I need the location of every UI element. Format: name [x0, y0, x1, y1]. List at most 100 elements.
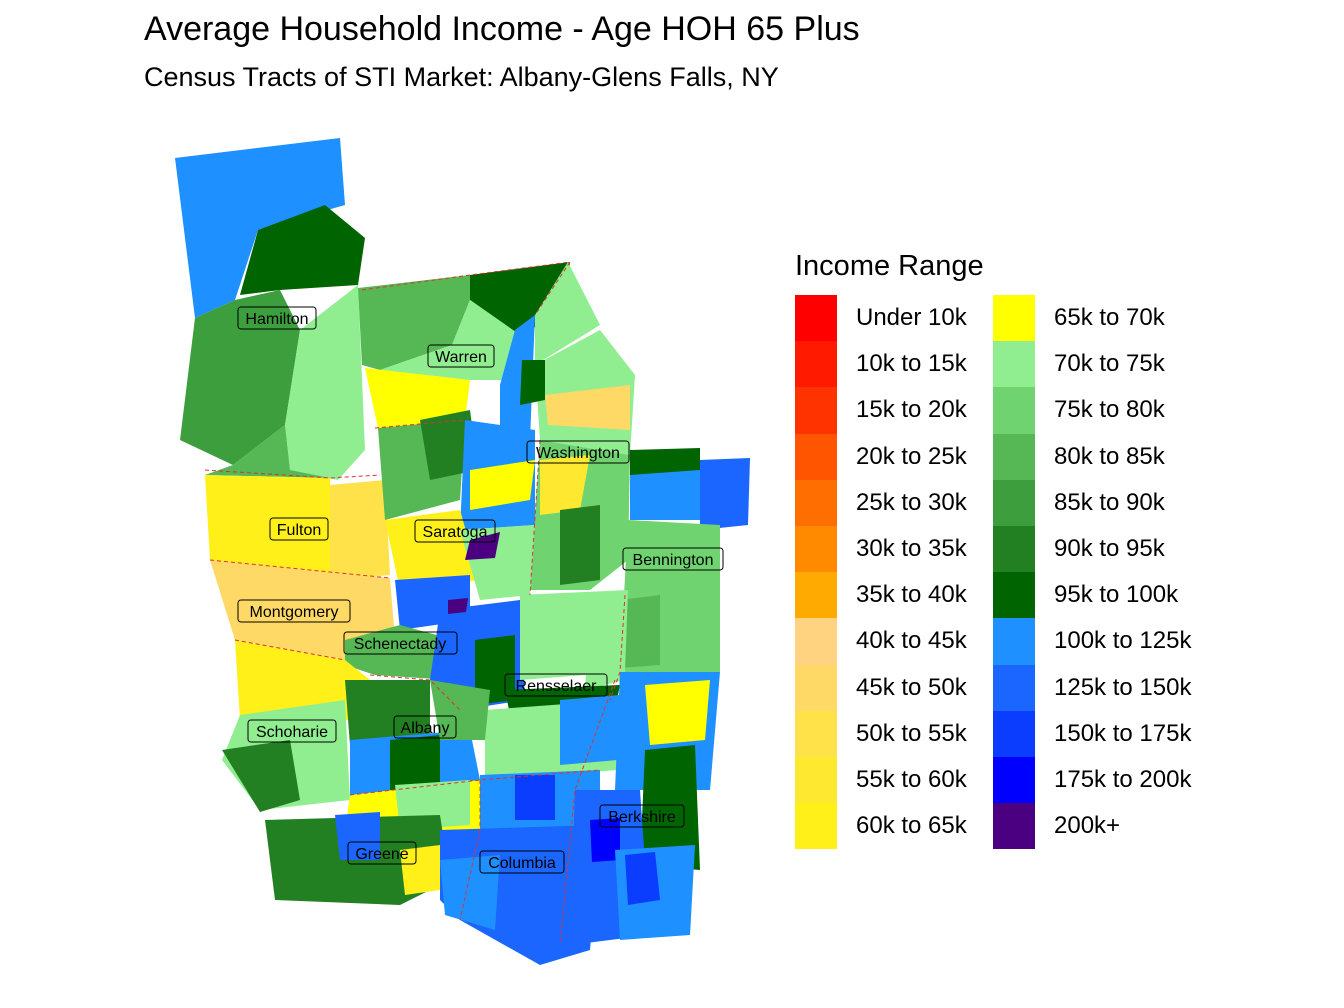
tract-washington-yellow — [545, 385, 630, 430]
legend-label: 125k to 150k — [1054, 673, 1192, 701]
tract-greene-yellow — [400, 845, 440, 895]
legend-label: 175k to 200k — [1054, 765, 1192, 793]
tract-washington-green-south — [560, 505, 600, 585]
tract-hamilton-west — [180, 290, 300, 465]
legend-label: 150k to 175k — [1054, 719, 1192, 747]
legend-title: Income Range — [795, 250, 984, 282]
county-name: Bennington — [633, 552, 714, 569]
legend-label: 75k to 80k — [1054, 396, 1165, 424]
county-label-schoharie: Schoharie — [247, 719, 337, 743]
legend-swatch — [993, 387, 1035, 434]
legend-swatch — [795, 664, 837, 711]
county-label-saratoga: Saratoga — [414, 519, 496, 543]
legend-item: 40k to 45k — [795, 618, 993, 665]
legend-item: 45k to 50k — [795, 664, 993, 711]
tract-warren-center — [380, 300, 520, 380]
county-label-warren: Warren — [427, 344, 495, 368]
boundary-greene-columbia — [459, 780, 481, 921]
county-label-hamilton: Hamilton — [237, 306, 317, 330]
legend-item: 95k to 100k — [993, 572, 1191, 619]
tract-capital-purple — [448, 598, 468, 614]
legend-label: 35k to 40k — [856, 581, 967, 609]
legend-swatch — [795, 572, 837, 619]
legend-item: 70k to 75k — [993, 341, 1191, 388]
legend-label: 10k to 15k — [856, 350, 967, 378]
tract-albany-west — [345, 680, 430, 745]
legend-item: 65k to 70k — [993, 295, 1191, 342]
legend-item: 50k to 55k — [795, 710, 993, 757]
legend-column: Under 10k 10k to 15k 15k to 20k 20k to 25k 2… — [795, 295, 993, 850]
county-labels: Hamilton Warren Washington Fulton Sarato… — [237, 306, 724, 874]
tract-warren-east — [500, 315, 535, 440]
legend-label: 50k to 55k — [856, 719, 967, 747]
legend-item: 30k to 35k — [795, 525, 993, 573]
tract-bennington-green — [620, 595, 660, 668]
tract-columbia-blue — [515, 775, 555, 820]
legend-swatch — [993, 479, 1035, 526]
tract-hamilton-north — [175, 138, 345, 318]
legend-swatch — [993, 433, 1035, 480]
tract-albany-east — [430, 680, 490, 740]
legend-item: 35k to 40k — [795, 572, 993, 619]
legend-label: 80k to 85k — [1054, 442, 1165, 470]
legend-item: 150k to 175k — [993, 710, 1192, 757]
tract-montgomery — [210, 560, 395, 660]
county-boundaries — [204, 261, 626, 946]
legend-swatch — [993, 664, 1035, 711]
legend-label: 45k to 50k — [856, 673, 967, 701]
legend: Income Range Under 10k 10k to 15k 15k to 2… — [795, 250, 1192, 850]
legend-label: 90k to 95k — [1054, 535, 1165, 563]
boundary-albany-greene — [349, 769, 601, 796]
legend-column: 65k to 70k 70k to 75k 75k to 80k 80k to 85k… — [993, 295, 1192, 850]
legend-item: 10k to 15k — [795, 341, 993, 388]
map-title: Average Household Income - Age HOH 65 Pl… — [144, 10, 860, 48]
legend-item: 175k to 200k — [993, 756, 1192, 804]
legend-item: 125k to 150k — [993, 664, 1192, 711]
county-name: Greene — [355, 846, 408, 863]
tract-greene-blue — [335, 812, 380, 860]
boundary-saratoga-washington — [529, 439, 541, 596]
legend-swatch — [795, 341, 837, 388]
legend-swatch — [993, 341, 1035, 388]
county-label-schenectady: Schenectady — [343, 631, 458, 655]
legend-swatch — [795, 387, 837, 434]
legend-item: 200k+ — [993, 803, 1191, 850]
legend-label: Under 10k — [856, 304, 967, 332]
legend-label: 65k to 70k — [1054, 304, 1165, 332]
legend-label: 95k to 100k — [1054, 581, 1179, 609]
tract-washington-north — [535, 262, 600, 365]
tract-hamilton-southwest — [205, 425, 330, 478]
boundary-warren-south — [374, 419, 466, 429]
county-label-albany: Albany — [393, 715, 457, 739]
tract-schoharie-dark — [222, 740, 300, 812]
tract-rensselaer-blue — [560, 695, 620, 765]
county-label-rensselaer: Rensselaer — [504, 673, 608, 697]
legend-item: Under 10k — [795, 295, 993, 342]
legend-swatch — [795, 710, 837, 757]
legend-item: 60k to 65k — [795, 803, 993, 850]
legend-label: 60k to 65k — [856, 812, 967, 840]
county-label-montgomery: Montgomery — [237, 599, 351, 623]
legend-item: 100k to 125k — [993, 618, 1191, 665]
county-label-greene: Greene — [347, 841, 417, 865]
tract-hamilton-northeast — [240, 205, 365, 295]
county-label-bennington: Bennington — [622, 547, 724, 571]
tract-bennington-top — [630, 448, 700, 475]
legend-swatch — [795, 433, 837, 480]
tract-schoharie-yellow — [235, 640, 370, 720]
tract-saratoga-south — [385, 510, 480, 590]
legend-item: 75k to 80k — [993, 387, 1191, 434]
tract-warren-north — [358, 275, 470, 370]
tract-saratoga-purple — [465, 532, 500, 560]
legend-swatch — [993, 618, 1035, 665]
county-name: Hamilton — [245, 311, 308, 328]
tract-berkshire-deepblue — [625, 852, 660, 905]
tract-bennington-ne — [700, 458, 750, 530]
legend-label: 15k to 20k — [856, 396, 967, 424]
county-name: Schoharie — [256, 724, 328, 741]
county-name: Rensselaer — [516, 678, 598, 695]
tract-fulton — [205, 475, 330, 580]
legend-swatch — [795, 756, 837, 804]
tract-washington-dark — [520, 360, 545, 405]
county-name: Montgomery — [250, 604, 339, 621]
